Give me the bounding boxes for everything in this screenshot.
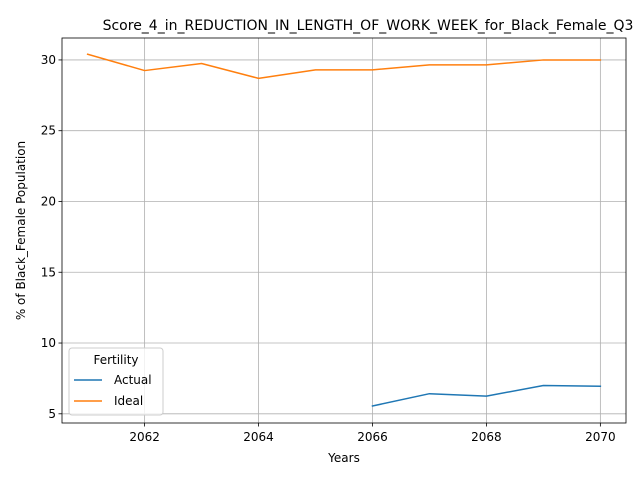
chart-title: Score_4_in_REDUCTION_IN_LENGTH_OF_WORK_W…	[103, 18, 634, 34]
legend: Fertility Actual Ideal	[68, 347, 164, 416]
x-tick-label: 2064	[243, 430, 274, 444]
y-tick-label: 30	[41, 53, 56, 67]
legend-box	[68, 347, 164, 416]
y-tick-label: 10	[41, 336, 56, 350]
y-axis-label: % of Black_Female Population	[14, 141, 28, 320]
x-tick-label: 2068	[471, 430, 502, 444]
y-tick-label: 5	[48, 407, 56, 421]
plot-frame	[61, 37, 627, 424]
y-tick-label: 20	[41, 194, 56, 208]
legend-label-actual: Actual	[114, 373, 152, 387]
x-axis-label: Years	[327, 451, 360, 465]
x-tick-label: 2062	[129, 430, 160, 444]
y-tick-label: 15	[41, 265, 56, 279]
tick-layer: 2062 2064 2066 2068 2070 5 10 15 20 25 30	[41, 53, 616, 444]
x-tick-label: 2066	[357, 430, 388, 444]
series-layer	[86, 53, 602, 407]
legend-label-ideal: Ideal	[114, 394, 143, 408]
x-tick-label: 2070	[585, 430, 616, 444]
series-line-actual	[371, 384, 602, 407]
series-line-ideal	[86, 53, 602, 80]
legend-title: Fertility	[93, 353, 138, 367]
y-tick-label: 25	[41, 124, 56, 138]
